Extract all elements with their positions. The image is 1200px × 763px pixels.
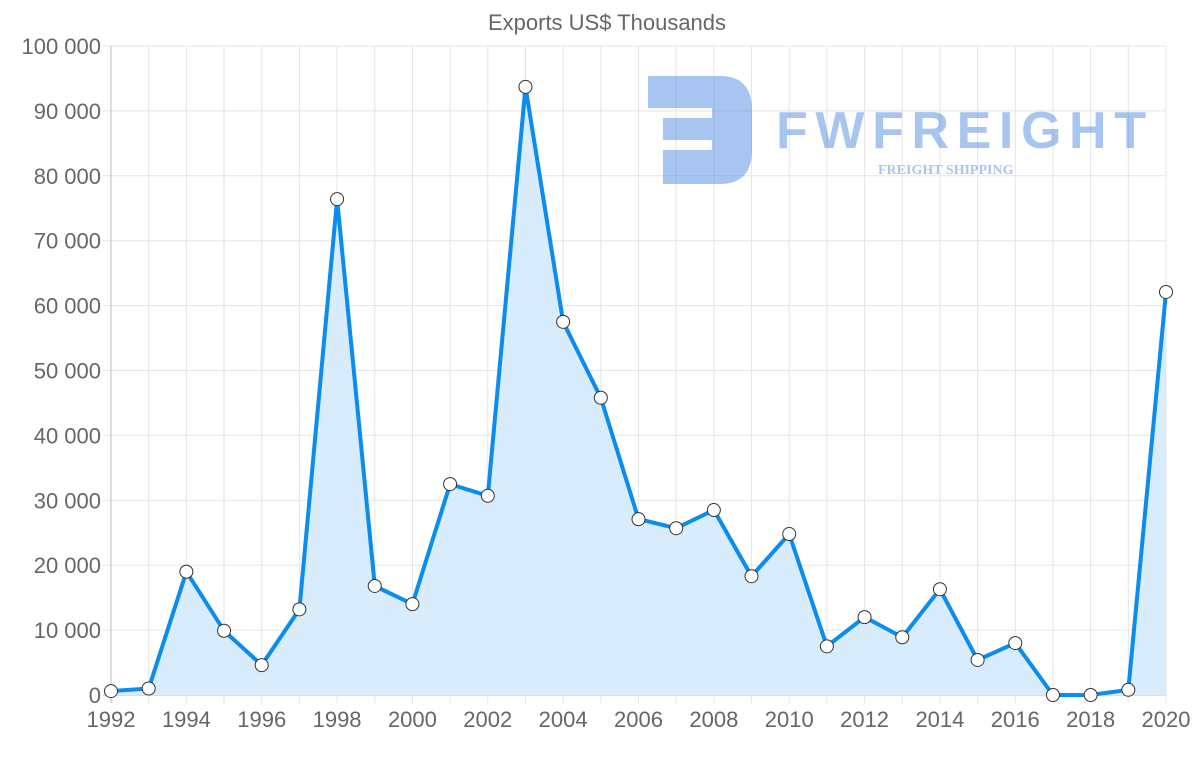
- y-tick-label: 40 000: [34, 423, 101, 448]
- data-point-2001[interactable]: [443, 477, 458, 492]
- data-point-2008[interactable]: [706, 503, 721, 518]
- data-point-2005[interactable]: [593, 390, 608, 405]
- data-point-1994[interactable]: [179, 564, 194, 579]
- x-tick-label: 2020: [1142, 707, 1191, 732]
- watermark-tagline: FREIGHT SHIPPING: [878, 163, 1014, 178]
- data-point-2013[interactable]: [895, 630, 910, 645]
- data-point-2003[interactable]: [518, 79, 533, 94]
- data-point-2010[interactable]: [782, 527, 797, 542]
- data-point-2015[interactable]: [970, 652, 985, 667]
- y-tick-label: 100 000: [21, 34, 101, 59]
- x-tick-label: 2008: [689, 707, 738, 732]
- data-point-1999[interactable]: [367, 578, 382, 593]
- data-point-1998[interactable]: [330, 192, 345, 207]
- y-tick-label: 30 000: [34, 488, 101, 513]
- x-tick-label: 1996: [237, 707, 286, 732]
- data-point-2018[interactable]: [1083, 688, 1098, 702]
- x-tick-label: 1994: [162, 707, 211, 732]
- data-point-2006[interactable]: [631, 512, 646, 527]
- x-tick-label: 1992: [87, 707, 136, 732]
- data-point-2002[interactable]: [480, 488, 495, 503]
- y-tick-label: 20 000: [34, 553, 101, 578]
- y-tick-label: 90 000: [34, 99, 101, 124]
- x-tick-label: 2018: [1066, 707, 1115, 732]
- data-point-1992[interactable]: [104, 684, 118, 699]
- data-point-1997[interactable]: [292, 602, 307, 617]
- x-tick-label: 1998: [313, 707, 362, 732]
- y-tick-label: 60 000: [34, 294, 101, 319]
- y-tick-label: 80 000: [34, 164, 101, 189]
- data-point-2016[interactable]: [1008, 636, 1023, 651]
- data-point-2012[interactable]: [857, 610, 872, 625]
- x-tick-label: 2004: [539, 707, 588, 732]
- x-tick-label: 2006: [614, 707, 663, 732]
- x-tick-label: 2002: [463, 707, 512, 732]
- data-point-2020[interactable]: [1159, 284, 1173, 299]
- data-point-1996[interactable]: [254, 658, 269, 673]
- data-point-2017[interactable]: [1045, 688, 1060, 702]
- x-tick-label: 2014: [915, 707, 964, 732]
- x-tick-label: 2010: [765, 707, 814, 732]
- data-point-2000[interactable]: [405, 597, 420, 612]
- fwfreight-watermark-logo: FWFREIGHT FREIGHT SHIPPING: [648, 76, 1146, 184]
- x-tick-label: 2012: [840, 707, 889, 732]
- data-point-2019[interactable]: [1121, 682, 1136, 697]
- y-tick-label: 10 000: [34, 618, 101, 643]
- watermark-brand: FWFREIGHT: [776, 102, 1146, 160]
- data-point-2004[interactable]: [556, 314, 571, 329]
- y-tick-label: 50 000: [34, 359, 101, 384]
- x-tick-label: 2016: [991, 707, 1040, 732]
- data-point-2007[interactable]: [669, 521, 684, 536]
- data-point-1993[interactable]: [141, 681, 156, 696]
- data-point-2009[interactable]: [744, 569, 759, 584]
- y-tick-label: 0: [89, 683, 101, 708]
- x-tick-label: 2000: [388, 707, 437, 732]
- data-point-1995[interactable]: [217, 623, 232, 638]
- chart-title: Exports US$ Thousands: [488, 10, 726, 35]
- data-point-2014[interactable]: [932, 582, 947, 597]
- series-area-fill: [111, 86, 1166, 695]
- data-point-2011[interactable]: [819, 639, 834, 654]
- y-tick-label: 70 000: [34, 229, 101, 254]
